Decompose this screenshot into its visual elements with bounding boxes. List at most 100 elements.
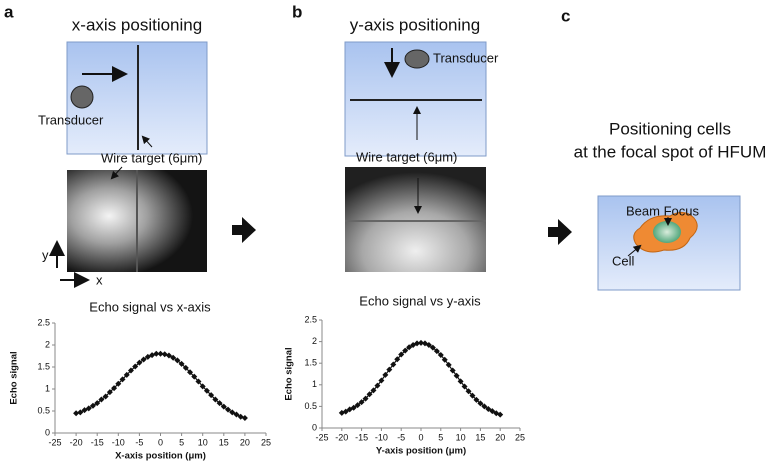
marker [418,339,424,346]
x-tick-label: -5 [397,432,405,442]
marker [461,383,468,390]
marker [225,406,232,413]
x-axis-title: Y-axis position (μm) [376,446,466,457]
marker [187,369,194,376]
marker [191,373,198,380]
marker [382,371,389,378]
y-tick-label: 0.5 [304,401,317,411]
transducer [70,85,94,109]
marker [132,363,139,370]
y-tick-label: 0 [45,427,50,437]
marker [77,409,84,416]
marker [220,403,227,410]
x-tick-label: 20 [495,432,505,442]
marker [469,392,476,399]
y-axis-title: Echo signal [9,351,20,404]
marker [477,400,484,407]
x-tick-label: 20 [240,437,250,447]
annotation: Transducer [38,112,104,127]
marker [394,356,401,363]
x-tick-label: 25 [515,432,525,442]
marker [350,404,357,411]
marker [497,411,504,418]
y-tick-label: 1.5 [37,361,50,371]
marker [425,342,432,349]
marker [362,395,369,402]
x-tick-label: 5 [179,437,184,447]
marker [136,359,143,366]
y-tick-label: 2.5 [304,314,317,324]
x-tick-label: -15 [91,437,104,447]
marker [481,403,488,410]
marker [342,408,349,415]
marker [170,354,177,361]
marker [374,382,381,389]
arrow [627,244,642,257]
series-line [341,342,501,416]
x-tick-label: -25 [315,432,328,442]
marker [229,409,236,416]
marker [140,356,147,363]
panel-label: c [561,6,570,25]
x-tick-label: 15 [219,437,229,447]
marker [457,378,464,385]
marker [157,350,164,357]
y-tick-label: 1 [45,383,50,393]
x-tick-label: -10 [112,437,125,447]
marker [366,391,373,398]
marker [449,367,456,374]
marker [119,376,126,383]
annotation: Wire target (6μm) [356,149,457,164]
marker [414,340,421,347]
series-line [75,353,246,419]
marker [453,372,460,379]
marker [195,378,202,385]
chart-title: Echo signal vs y-axis [359,293,481,308]
x-tick-label: -20 [335,432,348,442]
marker [94,400,101,407]
marker [433,348,440,355]
marker [216,400,223,407]
image [345,167,486,272]
marker [358,399,365,406]
marker [182,364,189,371]
marker [473,396,480,403]
marker [441,356,448,363]
arrow [141,135,153,148]
axis-arrow-label: y [42,247,49,262]
x-tick-label: -10 [375,432,388,442]
marker [354,402,361,409]
y-tick-label: 0 [312,422,317,432]
marker [212,396,219,403]
marker [203,387,210,394]
marker [241,415,248,422]
y-tick-label: 0.5 [37,405,50,415]
annotation: Cell [612,253,635,268]
axis-arrow-label: x [96,272,103,287]
flow-arrow [232,217,256,243]
panel-label: b [292,2,302,21]
marker [73,410,80,417]
marker [115,380,122,387]
x-tick-label: 0 [158,437,163,447]
marker [178,360,185,367]
marker [437,351,444,358]
x-tick-label: 10 [456,432,466,442]
marker [98,396,105,403]
y-tick-label: 1 [312,379,317,389]
annotation: Wire target (6μm) [101,150,202,165]
marker [370,387,377,394]
x-tick-label: -25 [48,437,61,447]
marker [174,357,181,364]
marker [390,361,397,368]
marker [106,389,113,396]
y-tick-label: 2.5 [37,317,50,327]
panel-title: y-axis positioning [350,15,480,34]
y-tick-label: 2 [312,336,317,346]
x-tick-label: 5 [438,432,443,442]
x-tick-label: -20 [70,437,83,447]
marker [386,366,393,373]
marker [489,408,496,415]
marker [429,344,436,351]
marker [378,377,385,384]
